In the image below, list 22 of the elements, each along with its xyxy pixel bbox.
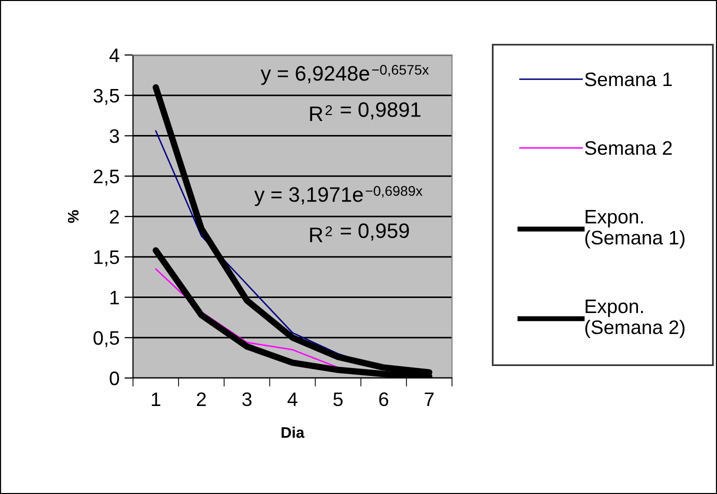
y-tick-label: 1 [110,290,119,304]
legend-label: Expon. (Semana 2) [585,300,684,338]
x-tick-label: 4 [288,392,298,406]
legend-label: Semana 1 [584,72,672,86]
x-tick-label: 3 [242,392,252,406]
y-tick-label: 1,5 [94,250,119,266]
legend-label: Semana 2 [584,141,672,155]
y-tick-label: 2,5 [94,170,119,186]
x-tick-label: 1 [152,392,160,406]
y-tick-label: 2 [110,210,119,224]
y-axis-title: % [68,210,79,223]
x-tick-label: 5 [333,392,343,406]
y-tick-label: 0 [110,371,120,386]
y-tick-label: 0,5 [94,331,119,348]
y-tick-label: 3 [110,129,119,143]
y-tick-label: 3,5 [94,88,119,105]
x-axis-title: Dia [282,426,304,438]
legend-label: Expon. (Semana 1) [585,210,684,248]
x-tick-label: 7 [424,392,434,406]
x-tick-label: 6 [379,392,388,406]
y-tick-label: 4 [109,48,120,62]
x-tick-label: 2 [196,392,206,406]
